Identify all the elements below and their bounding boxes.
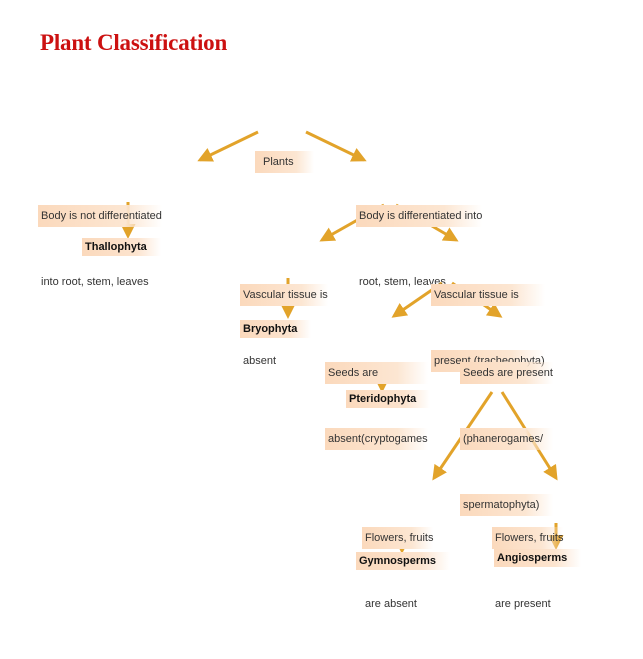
arrow-plants-to-not-differentiated	[197, 130, 259, 162]
node-plants: Plants	[255, 107, 314, 217]
node-body-differentiated: Body is differentiated into root, stem, …	[356, 161, 483, 337]
leaf-angiosperms: Angiosperms	[494, 549, 582, 567]
node-label-line: Vascular tissue is	[431, 284, 545, 306]
node-flowers-absent: Flowers, fruits are absent	[362, 483, 434, 659]
node-body-not-differentiated: Body is not differentiated into root, st…	[38, 161, 162, 337]
node-vascular-absent: Vascular tissue is absent	[240, 240, 328, 416]
node-label-line: absent(cryptogames	[325, 428, 428, 450]
node-seeds-present: Seeds are present (phanerogames/ spermat…	[460, 318, 553, 560]
page-title: Plant Classification	[40, 30, 228, 55]
node-label-line: Flowers, fruits	[492, 527, 564, 549]
node-label-line: are absent	[365, 598, 417, 610]
leaf-pteridophyta: Pteridophyta	[346, 390, 431, 408]
leaf-gymnosperms: Gymnosperms	[356, 552, 451, 570]
node-label-line: Vascular tissue is	[240, 284, 328, 306]
classification-diagram: Plant Classification Plants Body is not	[38, 30, 582, 610]
node-label: Plants	[255, 151, 314, 173]
node-label-line: Flowers, fruits	[362, 527, 434, 549]
node-label-line: Seeds are present	[460, 362, 553, 384]
node-label-line: into root, stem, leaves	[41, 276, 149, 288]
node-label-line: Body is not differentiated	[38, 205, 162, 227]
leaf-bryophyta: Bryophyta	[240, 320, 312, 338]
leaf-thallophyta: Thallophyta	[82, 238, 161, 256]
node-label-line: (phanerogames/	[460, 428, 553, 450]
node-label-line: spermatophyta)	[460, 494, 553, 516]
node-label-line: Body is differentiated into	[356, 205, 483, 227]
node-label-line: are present	[495, 598, 551, 610]
node-label-line: root, stem, leaves	[359, 276, 446, 288]
node-seeds-absent: Seeds are absent(cryptogames	[325, 318, 428, 494]
node-flowers-present: Flowers, fruits are present	[492, 483, 564, 659]
node-label-line: absent	[243, 355, 277, 367]
node-label-line: Seeds are	[325, 362, 428, 384]
arrow-plants-to-differentiated	[305, 130, 367, 162]
